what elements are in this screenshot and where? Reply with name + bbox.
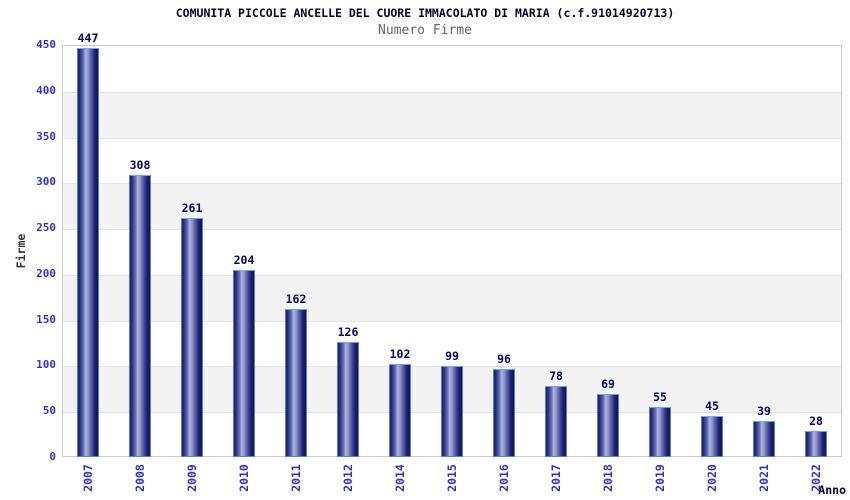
bar-value-label: 28 — [809, 414, 823, 428]
bar-value-label: 39 — [757, 404, 771, 418]
x-axis-title: Anno — [818, 483, 846, 497]
y-tick-label: 250 — [36, 221, 56, 235]
y-tick-label: 350 — [36, 129, 56, 143]
y-tick-label: 300 — [36, 175, 56, 189]
bar-value-label: 78 — [549, 369, 563, 383]
x-tick-label: 2010 — [237, 464, 251, 492]
grid-band — [63, 46, 841, 92]
bar-value-label: 45 — [705, 399, 719, 413]
bar-value-label: 126 — [337, 325, 359, 339]
x-tick-label: 2009 — [185, 464, 199, 492]
y-tick-label: 450 — [36, 38, 56, 51]
bar — [545, 386, 567, 457]
bar-value-label: 308 — [129, 158, 151, 172]
grid-band — [63, 229, 841, 275]
bar — [129, 175, 151, 457]
bar — [181, 218, 203, 457]
x-tick-label: 2007 — [81, 464, 95, 492]
y-tick-label: 100 — [36, 358, 56, 372]
y-tick-label: 200 — [36, 266, 56, 280]
x-tick-label: 2019 — [653, 464, 667, 492]
grid-band — [63, 274, 841, 321]
x-tick-label: 2018 — [601, 464, 615, 492]
bar — [233, 270, 255, 457]
bar — [649, 407, 671, 457]
bar — [285, 309, 307, 457]
x-tick-label: 2008 — [133, 464, 147, 492]
chart-subtitle: Numero Firme — [378, 23, 472, 38]
bar — [805, 431, 827, 457]
bar — [441, 366, 463, 457]
bar-value-label: 261 — [181, 201, 203, 215]
bar — [337, 342, 359, 457]
bar-value-label: 102 — [389, 347, 411, 361]
bar — [597, 394, 619, 457]
y-tick-label: 0 — [49, 450, 56, 463]
bar-value-label: 447 — [77, 31, 99, 45]
bar-value-label: 204 — [233, 253, 255, 267]
bar — [493, 369, 515, 457]
y-tick-label: 150 — [36, 312, 56, 326]
bar-value-label: 55 — [653, 390, 667, 404]
bar-value-label: 96 — [497, 352, 511, 366]
grid-band — [63, 320, 841, 367]
y-tick-label: 400 — [36, 83, 56, 97]
bar — [701, 416, 723, 457]
bar — [753, 421, 775, 457]
bar-value-label: 69 — [601, 377, 615, 391]
chart-title: COMUNITA PICCOLE ANCELLE DEL CUORE IMMAC… — [175, 6, 675, 20]
x-tick-label: 2011 — [289, 464, 303, 492]
bar-value-label: 99 — [445, 349, 459, 363]
x-tick-label: 2016 — [497, 464, 511, 492]
grid-band — [63, 137, 841, 184]
x-tick-label: 2014 — [393, 464, 407, 492]
grid-band — [63, 91, 841, 138]
y-tick-label: 50 — [42, 404, 56, 418]
bar-value-label: 162 — [285, 292, 307, 306]
x-tick-label: 2020 — [705, 464, 719, 492]
x-tick-label: 2022 — [809, 464, 823, 492]
bar — [77, 48, 99, 457]
x-tick-label: 2021 — [757, 464, 771, 492]
bar — [389, 364, 411, 457]
x-tick-label: 2012 — [341, 464, 355, 492]
x-tick-label: 2017 — [549, 464, 563, 492]
x-tick-label: 2015 — [445, 464, 459, 492]
